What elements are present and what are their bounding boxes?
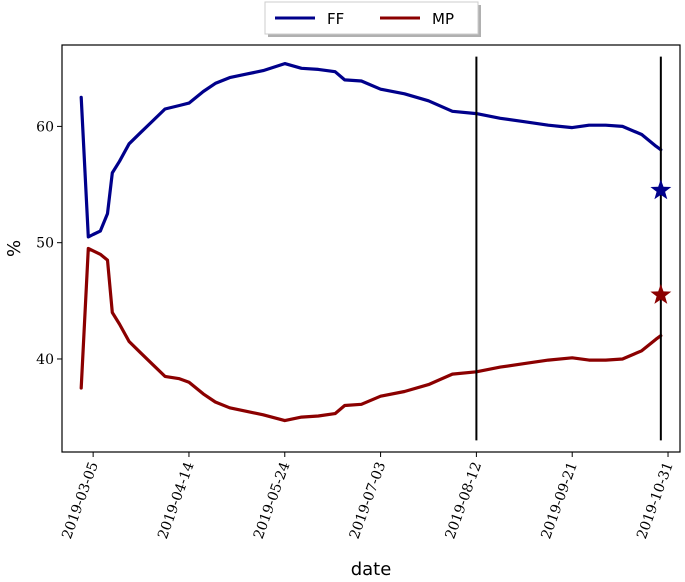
plot-frame bbox=[61, 44, 681, 453]
x-tick-label: 2019-05-24 bbox=[251, 460, 294, 541]
x-tick-label: 2019-10-31 bbox=[634, 460, 677, 541]
y-tick-label: 50 bbox=[36, 236, 54, 252]
vertical-lines-layer bbox=[475, 56, 662, 441]
legend: FF MP bbox=[264, 1, 481, 37]
star-marker-mp bbox=[650, 284, 672, 304]
y-tick-label: 40 bbox=[36, 352, 54, 368]
series-lines-layer bbox=[79, 62, 663, 423]
x-axis-ticks: 2019-03-05 2019-04-14 2019-05-24 2019-07-03… bbox=[59, 452, 677, 541]
x-tick-label: 2019-03-05 bbox=[59, 460, 102, 541]
x-axis-label: date bbox=[351, 559, 392, 580]
x-tick-label: 2019-09-21 bbox=[538, 460, 581, 541]
y-axis-label: % bbox=[4, 240, 25, 257]
legend-entry-ff: FF bbox=[327, 10, 344, 28]
x-tick-label: 2019-04-14 bbox=[155, 460, 198, 541]
star-marker-ff bbox=[650, 179, 672, 200]
y-axis-ticks: 40 50 60 bbox=[36, 119, 62, 368]
x-tick-label: 2019-07-03 bbox=[347, 460, 390, 541]
legend-entry-mp: MP bbox=[432, 10, 454, 28]
x-tick-label: 2019-08-12 bbox=[443, 460, 486, 541]
markers-layer bbox=[650, 179, 672, 304]
series-line-ff bbox=[79, 62, 663, 239]
series-line-mp bbox=[79, 246, 663, 423]
y-tick-label: 60 bbox=[36, 119, 54, 135]
